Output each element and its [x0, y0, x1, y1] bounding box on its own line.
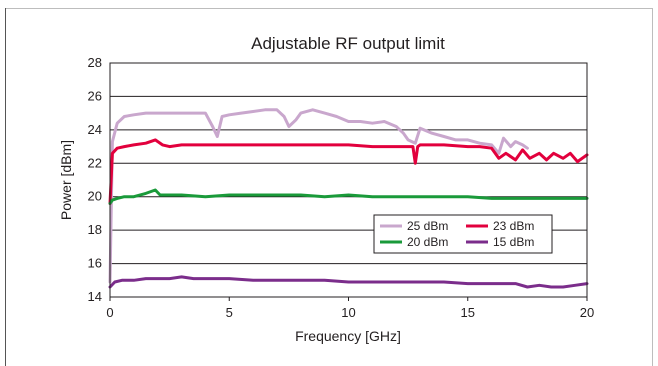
legend-label: 25 dBm	[407, 219, 448, 233]
frame-left-border	[5, 8, 6, 366]
series-line-20-dbm	[108, 188, 589, 205]
legend-box	[373, 214, 553, 254]
y-tick-label: 14	[88, 289, 102, 304]
x-tick-label: 20	[580, 305, 594, 320]
chart-title: Adjustable RF output limit	[251, 34, 445, 53]
y-tick-label: 16	[88, 256, 102, 271]
y-tick-label: 26	[88, 88, 102, 103]
y-tick-label: 24	[88, 122, 102, 137]
y-axis-label: Power [dBm]	[58, 140, 74, 220]
legend-label: 23 dBm	[493, 219, 534, 233]
legend: 25 dBm 23 dBm 20 dBm 15 dBm	[373, 214, 553, 254]
frame-top-border	[5, 8, 653, 9]
y-tick-label: 28	[88, 55, 102, 70]
legend-label: 15 dBm	[493, 235, 534, 249]
frame-right-border	[652, 8, 653, 366]
y-tick-label: 22	[88, 155, 102, 170]
series-layer	[108, 108, 589, 289]
legend-label: 20 dBm	[407, 235, 448, 249]
x-tick-label: 10	[341, 305, 355, 320]
x-tick-label: 15	[461, 305, 475, 320]
y-axis-ticks: 14 16 18 20 22 24 26 28	[88, 55, 102, 304]
x-tick-label: 0	[106, 305, 113, 320]
x-tick-label: 5	[226, 305, 233, 320]
series-line-23-dbm	[108, 138, 589, 205]
plot-area-border	[109, 62, 588, 298]
y-tick-label: 18	[88, 222, 102, 237]
series-line-15-dbm	[108, 275, 589, 289]
x-axis-label: Frequency [GHz]	[295, 328, 401, 344]
x-axis-ticks: 0 5 10 15 20	[106, 297, 594, 320]
series-line-25-dbm	[108, 108, 529, 284]
y-tick-label: 20	[88, 189, 102, 204]
